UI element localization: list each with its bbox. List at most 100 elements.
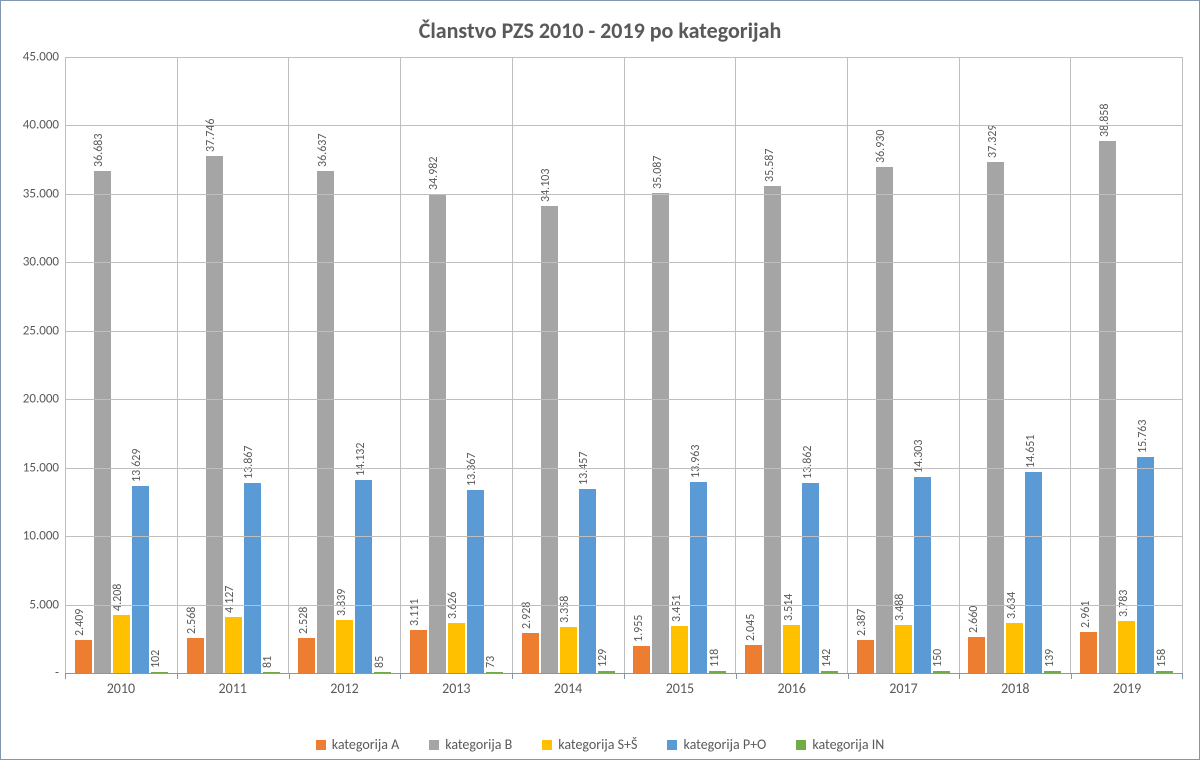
y-tick-label: 40.000 [23,118,65,133]
bar: 14.651 [1025,472,1042,673]
bars-cluster: 3.11134.9823.62613.36773 [410,57,503,673]
bar: 2.928 [522,633,539,673]
bar-group: 2.92834.1033.35813.457129 [513,57,625,673]
grid-line [65,57,1183,58]
bar-data-label: 4.208 [111,584,125,611]
bar: 34.982 [429,194,446,673]
bar: 37.329 [987,162,1004,673]
bar-data-label: 129 [596,649,610,667]
legend: kategorija Akategorija Bkategorija S+Ška… [1,736,1199,753]
bar: 13.867 [244,483,261,673]
bar: 2.961 [1080,632,1097,673]
bars-cluster: 1.95535.0873.45113.963118 [633,57,726,673]
legend-item: kategorija IN [796,736,884,753]
y-tick-label: 10.000 [23,529,65,544]
bar: 15.763 [1137,457,1154,673]
bar-data-label: 158 [1155,649,1169,667]
chart-title: Članstvo PZS 2010 - 2019 po kategorijah [1,1,1199,52]
bar: 36.637 [317,171,334,673]
bar-data-label: 139 [1043,649,1057,667]
bar-data-label: 3.488 [893,594,907,621]
bar: 3.358 [560,627,577,673]
legend-label: kategorija B [445,736,512,753]
x-tick-label: 2012 [289,674,401,703]
grid-line [65,331,1183,332]
y-tick-label: 35.000 [23,186,65,201]
legend-swatch [542,740,552,750]
y-tick-label: 20.000 [23,392,65,407]
chart-container: Članstvo PZS 2010 - 2019 po kategorijah … [0,0,1200,760]
legend-label: kategorija IN [812,736,884,753]
bar-data-label: 3.783 [1117,590,1131,617]
bar: 1.955 [633,646,650,673]
bar-group: 2.38736.9303.48814.303150 [848,57,960,673]
y-tick-label: 25.000 [23,323,65,338]
bar-groups: 2.40936.6834.20813.6291022.56837.7464.12… [65,57,1183,673]
bars-cluster: 2.96138.8583.78315.763158 [1080,57,1173,673]
bar: 14.303 [914,477,931,673]
bars-cluster: 2.66037.3293.63414.651139 [968,57,1061,673]
bars-cluster: 2.56837.7464.12713.86781 [187,57,280,673]
bar: 3.783 [1118,621,1135,673]
plot-area: 2.40936.6834.20813.6291022.56837.7464.12… [65,57,1183,673]
legend-swatch [316,740,326,750]
legend-item: kategorija P+O [667,736,766,753]
bar-data-label: 142 [820,649,834,667]
bar: 3.839 [336,620,353,673]
legend-item: kategorija A [316,736,400,753]
bar-data-label: 36.683 [92,133,106,166]
bar-data-label: 2.928 [520,602,534,629]
x-tick-label: 2013 [400,674,512,703]
legend-item: kategorija B [429,736,512,753]
bar: 37.746 [206,156,223,673]
y-tick-label: 45.000 [23,50,65,65]
bar-data-label: 36.930 [874,130,888,163]
bar-data-label: 14.132 [354,442,368,475]
bar: 13.963 [690,482,707,673]
bar-data-label: 13.367 [465,453,479,486]
bar-data-label: 3.514 [782,594,796,621]
bar: 13.629 [132,486,149,673]
bar: 38.858 [1099,141,1116,673]
bar: 3.626 [448,623,465,673]
x-tick-label: 2019 [1071,674,1183,703]
x-tick-label: 2014 [512,674,624,703]
bar: 3.451 [671,626,688,673]
bar-data-label: 35.587 [763,148,777,181]
bar: 13.367 [467,490,484,673]
bar-data-label: 3.634 [1005,592,1019,619]
bar: 3.111 [410,630,427,673]
bar: 35.087 [652,193,669,673]
bar-group: 1.95535.0873.45113.963118 [625,57,737,673]
bar: 2.528 [298,638,315,673]
x-tick-label: 2011 [177,674,289,703]
grid-line [65,125,1183,126]
bar-data-label: 85 [373,656,387,668]
x-tick-label: 2010 [65,674,177,703]
bars-cluster: 2.40936.6834.20813.629102 [75,57,168,673]
bar-group: 2.96138.8583.78315.763158 [1071,57,1183,673]
bar-data-label: 13.629 [130,449,144,482]
bar-data-label: 2.528 [297,607,311,634]
bar-data-label: 13.862 [801,446,815,479]
bar: 35.587 [764,186,781,673]
bar-data-label: 13.963 [689,444,703,477]
bars-cluster: 2.38736.9303.48814.303150 [857,57,950,673]
y-tick-label: - [55,666,65,681]
bar-data-label: 34.103 [539,169,553,202]
bar-data-label: 2.045 [744,614,758,641]
bar-data-label: 37.329 [986,125,1000,158]
bar: 2.045 [745,645,762,673]
bar-data-label: 38.858 [1098,104,1112,137]
grid-line [65,399,1183,400]
grid-line [65,536,1183,537]
bar-data-label: 37.746 [204,119,218,152]
legend-swatch [667,740,677,750]
bar-group: 3.11134.9823.62613.36773 [401,57,513,673]
bars-cluster: 2.92834.1033.35813.457129 [522,57,615,673]
grid-line [65,262,1183,263]
bar-data-label: 4.127 [223,585,237,612]
grid-line [65,605,1183,606]
bar-data-label: 35.087 [651,155,665,188]
x-tick-label: 2015 [624,674,736,703]
